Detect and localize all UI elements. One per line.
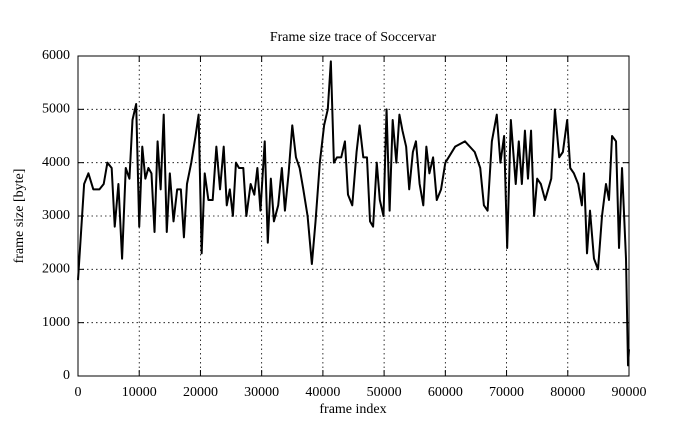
y-tick-label: 3000: [42, 208, 70, 223]
y-tick-label: 1000: [42, 315, 70, 330]
y-tick-label: 2000: [42, 262, 70, 277]
x-tick-label: 70000: [489, 385, 524, 400]
x-tick-label: 50000: [367, 385, 402, 400]
y-axis-label: frame size [byte]: [12, 169, 27, 264]
y-tick-label: 6000: [42, 48, 70, 63]
x-tick-label: 80000: [550, 385, 585, 400]
chart-title: Frame size trace of Soccervar: [270, 30, 437, 45]
x-axis-label: frame index: [319, 402, 386, 417]
x-tick-label: 90000: [612, 385, 647, 400]
x-tick-label: 30000: [244, 385, 279, 400]
x-tick-label: 0: [75, 385, 82, 400]
y-tick-label: 0: [63, 368, 70, 383]
y-tick-label: 5000: [42, 102, 70, 117]
line-series: [77, 60, 630, 367]
y-tick-label: 4000: [42, 155, 70, 170]
x-tick-label: 10000: [122, 385, 157, 400]
x-tick-label: 40000: [305, 385, 340, 400]
plot-frame: [77, 55, 630, 377]
x-tick-label: 20000: [183, 385, 218, 400]
x-tick-label: 60000: [428, 385, 463, 400]
